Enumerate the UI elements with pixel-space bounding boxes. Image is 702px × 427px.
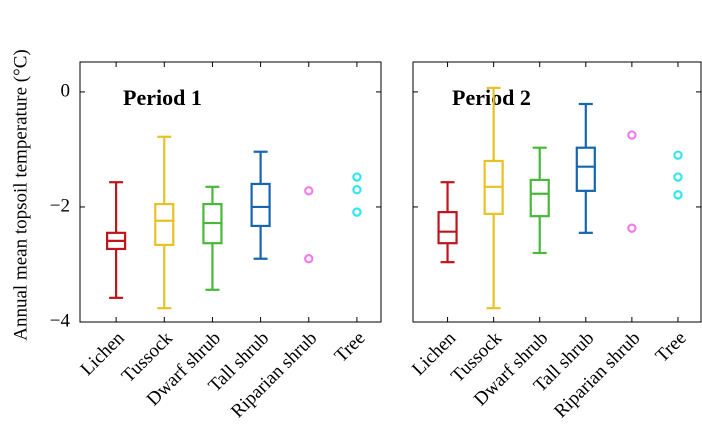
- box: [250, 182, 271, 228]
- y-tick-label: −4: [50, 310, 71, 331]
- x-tick-label: Riparian shrub: [227, 328, 321, 422]
- outlier: [352, 172, 362, 182]
- outlier: [673, 190, 683, 200]
- outlier: [627, 130, 637, 140]
- outlier: [673, 172, 683, 182]
- box: [437, 211, 458, 245]
- y-tick-label: 0: [61, 80, 71, 101]
- y-tick-label: −2: [50, 195, 70, 216]
- outlier: [304, 254, 314, 264]
- panel-title: Period 1: [123, 85, 202, 110]
- box: [575, 146, 596, 192]
- outlier: [304, 186, 314, 196]
- box: [154, 202, 175, 247]
- outlier: [627, 223, 637, 233]
- outlier: [352, 207, 362, 217]
- panel-title: Period 2: [452, 85, 531, 110]
- y-axis-label: Annual mean topsoil temperature (°C): [10, 49, 31, 340]
- plot-frame: [79, 61, 382, 323]
- outlier: [352, 184, 362, 195]
- x-tick-label: Tree: [331, 328, 370, 367]
- outlier: [673, 150, 683, 160]
- plot-frame: [412, 61, 702, 323]
- x-tick-label: Tree: [652, 328, 691, 367]
- box: [529, 178, 550, 218]
